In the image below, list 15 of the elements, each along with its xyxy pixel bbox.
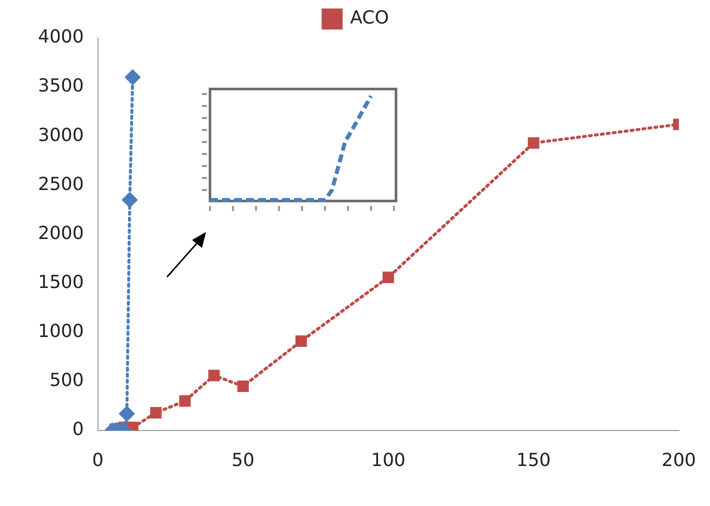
x-tick-label: 200 (662, 450, 696, 471)
y-tick-label: 2500 (38, 174, 84, 195)
y-tick-label: 2000 (38, 222, 84, 244)
x-tick-label: 100 (371, 450, 406, 471)
legend-label: ACO (350, 8, 389, 29)
y-tick-label: 1500 (38, 272, 84, 293)
y-tick-label: 1000 (38, 320, 84, 342)
x-tick-label: 0 (92, 450, 104, 471)
y-tick-label: 0 (72, 419, 84, 440)
x-tick-label: 150 (516, 450, 551, 471)
y-tick-label: 4000 (38, 26, 84, 48)
y-tick-label: 3500 (38, 76, 84, 97)
y-tick-label: 3000 (38, 124, 84, 146)
x-tick-label: 50 (232, 450, 255, 471)
y-tick-label: 500 (49, 370, 84, 392)
